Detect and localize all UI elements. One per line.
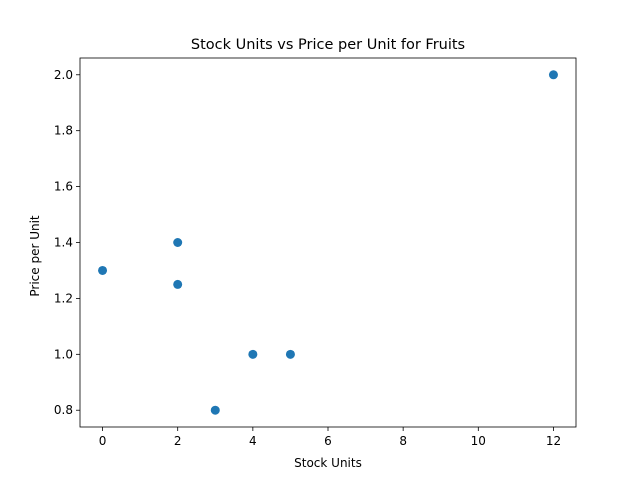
scatter-point (210, 405, 220, 415)
scatter-point (173, 279, 183, 289)
x-tick-label: 6 (324, 434, 332, 448)
y-axis-label: Price per Unit (28, 215, 42, 297)
y-tick-label: 1.8 (54, 124, 73, 138)
scatter-point (173, 238, 183, 247)
x-axis-label: Stock Units (294, 456, 362, 470)
scatter-point (248, 349, 258, 359)
axes-frame (79, 57, 577, 428)
y-tick-label: 1.4 (54, 236, 73, 250)
x-tick-label: 10 (471, 434, 486, 448)
scatter-point (98, 265, 108, 275)
y-tick-label: 2.0 (54, 68, 73, 82)
scatter-point (285, 349, 295, 359)
y-tick-label: 1.2 (54, 291, 73, 305)
x-tick-label: 8 (399, 434, 407, 448)
x-tick-label: 4 (249, 434, 257, 448)
y-tick-label: 1.6 (54, 180, 73, 194)
chart-title: Stock Units vs Price per Unit for Fruits (191, 37, 465, 53)
y-tick-label: 0.8 (54, 403, 73, 417)
x-tick-label: 0 (99, 434, 107, 448)
y-tick-label: 1.0 (54, 347, 73, 361)
scatter-point (548, 70, 558, 80)
x-tick-label: 2 (174, 434, 182, 448)
plot-area: 0 2 4 6 8 10 12 0.8 1.0 1.2 1.4 1.6 1.8 2.0 (54, 57, 577, 448)
x-tick-label: 12 (546, 434, 561, 448)
